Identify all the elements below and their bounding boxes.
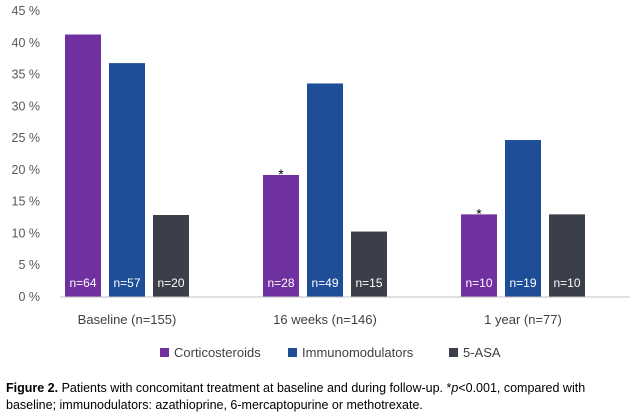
y-tick-label: 15 % xyxy=(12,195,41,209)
caption-text-before: Patients with concomitant treatment at b… xyxy=(58,381,452,395)
y-tick-label: 25 % xyxy=(12,131,41,145)
bar-chart: 0 % 5 % 10 % 15 % 20 % 25 % 30 % 35 % 40 % 45 % n… xyxy=(12,4,630,360)
figure-label: Figure 2. xyxy=(6,381,59,395)
legend-item: Immunomodulators xyxy=(288,345,414,360)
bar xyxy=(549,214,585,297)
bar xyxy=(109,63,145,297)
bar xyxy=(505,140,541,297)
y-tick-label: 35 % xyxy=(12,68,41,82)
bar xyxy=(351,231,387,297)
y-tick-label: 45 % xyxy=(12,4,41,18)
x-category-label: Baseline (n=155) xyxy=(78,312,177,327)
y-tick-label: 30 % xyxy=(12,99,41,113)
bar xyxy=(307,83,343,297)
significance-marker: * xyxy=(278,166,284,182)
caption-text-after: <0.001, compared with baseline; immunodu… xyxy=(6,381,586,412)
y-tick-label: 0 % xyxy=(18,290,40,304)
bars: n=64 n=57 n=20 n=28 n=49 n=15 n=10 n=19 n=10 * * xyxy=(65,34,585,297)
bar-count-label: n=10 xyxy=(465,276,492,290)
legend: Corticosteroids Immunomodulators 5-ASA xyxy=(160,345,501,360)
bar-count-label: n=28 xyxy=(267,276,294,290)
bar-count-label: n=57 xyxy=(113,276,140,290)
bar-count-label: n=15 xyxy=(355,276,382,290)
y-tick-label: 40 % xyxy=(12,36,41,50)
bar xyxy=(461,214,497,297)
legend-item: 5-ASA xyxy=(449,345,501,360)
y-axis: 0 % 5 % 10 % 15 % 20 % 25 % 30 % 35 % 40 % 45 % xyxy=(12,4,41,304)
legend-label: Corticosteroids xyxy=(174,345,261,360)
bar xyxy=(65,34,101,297)
bar-count-label: n=49 xyxy=(311,276,338,290)
x-axis: Baseline (n=155) 16 weeks (n=146) 1 year (… xyxy=(78,312,562,327)
y-tick-label: 5 % xyxy=(18,258,40,272)
legend-swatch xyxy=(288,348,297,357)
legend-swatch xyxy=(160,348,169,357)
bar-count-label: n=10 xyxy=(553,276,580,290)
bar-count-label: n=64 xyxy=(69,276,96,290)
legend-label: 5-ASA xyxy=(463,345,501,360)
y-tick-label: 20 % xyxy=(12,163,41,177)
bar xyxy=(263,174,299,297)
bar xyxy=(153,215,189,297)
bar-count-label: n=19 xyxy=(509,276,536,290)
significance-marker: * xyxy=(476,205,482,221)
caption-italic: p xyxy=(451,381,459,395)
x-category-label: 1 year (n=77) xyxy=(484,312,562,327)
bar-count-label: n=20 xyxy=(157,276,184,290)
legend-swatch xyxy=(449,348,458,357)
legend-label: Immunomodulators xyxy=(302,345,414,360)
legend-item: Corticosteroids xyxy=(160,345,261,360)
figure-caption: Figure 2. Patients with concomitant trea… xyxy=(6,380,630,414)
x-category-label: 16 weeks (n=146) xyxy=(273,312,377,327)
y-tick-label: 10 % xyxy=(12,226,41,240)
